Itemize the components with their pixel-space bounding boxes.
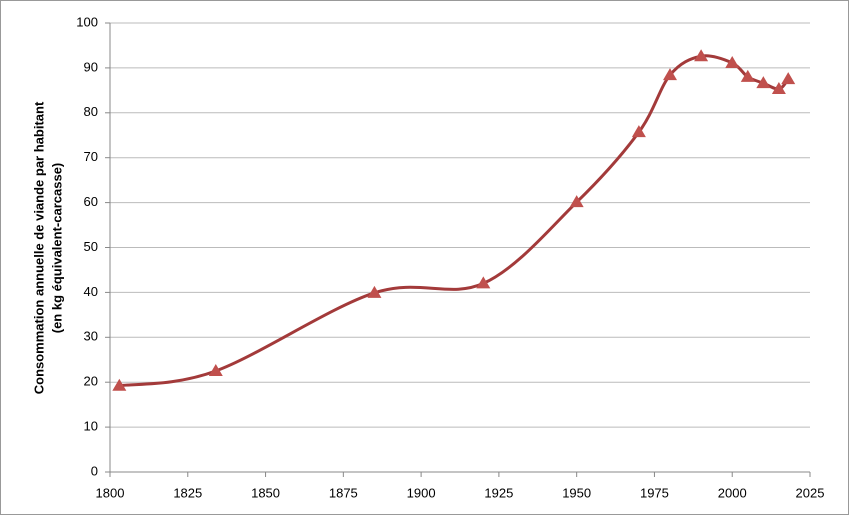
marker xyxy=(771,82,786,95)
x-tick-label: 1975 xyxy=(640,485,669,500)
marker xyxy=(663,68,677,81)
x-tick-label: 1800 xyxy=(96,485,125,500)
x-tick-label: 2025 xyxy=(796,485,825,500)
marker xyxy=(631,125,646,138)
marker xyxy=(694,49,709,62)
y-tick-label: 50 xyxy=(84,239,98,254)
y-tick-label: 100 xyxy=(76,14,98,29)
marker xyxy=(756,76,771,89)
y-tick-label: 10 xyxy=(84,419,98,434)
x-tick-label: 1850 xyxy=(251,485,280,500)
y-tick-label: 70 xyxy=(84,149,98,164)
marker xyxy=(112,378,127,391)
y-tick-label: 20 xyxy=(84,374,98,389)
x-tick-label: 1825 xyxy=(173,485,202,500)
y-tick-label: 0 xyxy=(91,463,98,478)
marker xyxy=(569,195,584,208)
x-tick-label: 1875 xyxy=(329,485,358,500)
y-axis-title: (en kg équivalent-carcasse) xyxy=(49,163,64,334)
y-axis-title: Consommation annuelle de viande par habi… xyxy=(31,101,46,394)
x-tick-label: 1900 xyxy=(407,485,436,500)
y-tick-label: 80 xyxy=(84,104,98,119)
marker xyxy=(476,276,491,289)
marker xyxy=(367,285,382,298)
y-tick-label: 30 xyxy=(84,329,98,344)
y-tick-label: 40 xyxy=(84,284,98,299)
marker xyxy=(725,55,740,68)
y-tick-label: 60 xyxy=(84,194,98,209)
x-tick-label: 2000 xyxy=(718,485,747,500)
marker xyxy=(208,363,223,376)
line xyxy=(119,54,790,388)
marker xyxy=(740,69,755,82)
x-tick-label: 1925 xyxy=(484,485,513,500)
y-tick-label: 90 xyxy=(84,59,98,74)
marker xyxy=(781,72,796,85)
x-tick-label: 1950 xyxy=(562,485,591,500)
